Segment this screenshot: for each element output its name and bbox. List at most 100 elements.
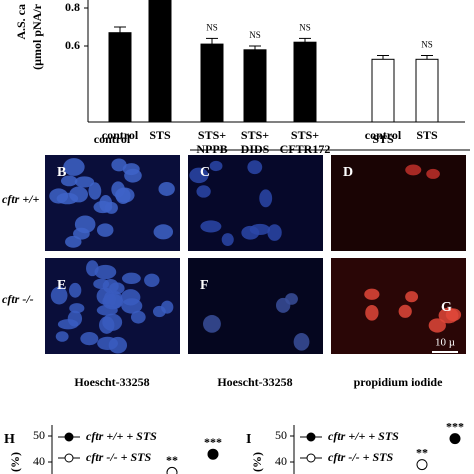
- nucleus: [285, 293, 298, 305]
- panel-letter: F: [200, 278, 209, 293]
- y-axis-label: A.S. ca: [14, 4, 28, 40]
- category-label: STS: [416, 128, 438, 142]
- nucleus: [196, 185, 211, 198]
- column-header: control: [94, 132, 131, 146]
- y-tick-label: 40: [275, 454, 287, 468]
- significance: NS: [249, 30, 261, 40]
- nucleus: [130, 310, 146, 324]
- data-point: [207, 448, 219, 460]
- y-axis-label: (%): [250, 452, 264, 472]
- data-point: [166, 466, 178, 474]
- caption: Hoescht-33258: [74, 375, 149, 389]
- y-tick-label: 50: [275, 428, 287, 442]
- nucleus: [152, 305, 166, 318]
- nucleus: [293, 333, 310, 351]
- category-label: STS+ CFTR172: [279, 128, 331, 156]
- significance: **: [416, 445, 428, 459]
- nucleus: [94, 264, 117, 280]
- nucleus: [108, 336, 128, 354]
- significance: ***: [446, 419, 464, 433]
- nucleus: [60, 175, 78, 187]
- row-label: cftr +/+: [2, 192, 39, 206]
- panel-letter: G: [441, 300, 452, 315]
- nucleus: [405, 291, 419, 303]
- nucleus: [93, 278, 110, 289]
- caption: Hoescht-33258: [217, 375, 292, 389]
- nucleus: [111, 158, 127, 172]
- significance: ***: [204, 435, 222, 449]
- scale-label: 10 µ: [435, 337, 455, 349]
- nucleus: [63, 158, 85, 176]
- category-label: STS+ DIDS: [240, 128, 270, 156]
- category-label: STS: [149, 128, 171, 142]
- panel-letter: E: [57, 278, 66, 293]
- panel-letter: I: [246, 432, 251, 447]
- panel-letter: H: [4, 432, 15, 447]
- nucleus: [203, 315, 221, 333]
- caption: propidium iodide: [354, 375, 443, 389]
- nucleus: [74, 215, 96, 234]
- significance: NS: [206, 22, 218, 32]
- significance: **: [166, 453, 178, 467]
- legend-marker: [64, 453, 74, 463]
- nucleus: [55, 331, 69, 342]
- panel-letter: D: [343, 165, 353, 180]
- panel-letter: C: [200, 165, 210, 180]
- panel-letter: B: [57, 165, 66, 180]
- nucleus: [74, 176, 95, 188]
- bar: [415, 58, 439, 123]
- legend-marker: [306, 432, 316, 442]
- nucleus: [426, 168, 440, 179]
- nucleus: [259, 189, 273, 208]
- nucleus: [189, 167, 209, 184]
- column-header: STS: [372, 132, 394, 146]
- y-tick-label: 0.8: [65, 0, 80, 14]
- legend-marker: [64, 432, 74, 442]
- bar: [200, 43, 224, 123]
- nucleus: [124, 168, 142, 183]
- y-tick-label: 40: [33, 454, 45, 468]
- nucleus: [69, 186, 89, 203]
- nucleus: [445, 308, 462, 322]
- data-point: [416, 459, 428, 471]
- nucleus: [209, 160, 223, 172]
- nucleus: [200, 220, 222, 233]
- nucleus: [267, 224, 282, 241]
- nucleus: [96, 223, 114, 237]
- nucleus: [158, 182, 175, 196]
- legend-label: cftr +/+ + STS: [86, 429, 157, 443]
- nucleus: [114, 187, 135, 203]
- bar: [293, 41, 317, 123]
- bar: [371, 58, 395, 123]
- nucleus: [120, 289, 141, 306]
- data-point: [449, 433, 461, 445]
- nucleus: [247, 160, 263, 175]
- nucleus: [86, 260, 99, 277]
- significance: NS: [299, 22, 311, 32]
- legend-label: cftr -/- + STS: [328, 450, 393, 464]
- nucleus: [221, 233, 234, 246]
- bar: [148, 0, 172, 123]
- nucleus: [88, 182, 102, 200]
- y-axis-label: (%): [8, 452, 22, 472]
- category-label: control: [364, 128, 402, 142]
- nucleus: [69, 303, 85, 314]
- row-label: cftr -/-: [2, 292, 34, 306]
- nucleus: [102, 313, 123, 331]
- nucleus: [49, 188, 69, 204]
- significance: NS: [421, 40, 433, 50]
- legend-marker: [306, 453, 316, 463]
- nucleus: [50, 286, 68, 305]
- nucleus: [57, 319, 79, 330]
- legend-label: cftr +/+ + STS: [328, 429, 399, 443]
- nucleus: [364, 288, 380, 300]
- nucleus: [69, 282, 82, 298]
- nucleus: [122, 272, 141, 285]
- nucleus: [109, 282, 125, 295]
- nucleus: [365, 304, 379, 321]
- bar: [108, 32, 132, 123]
- nucleus: [93, 200, 113, 214]
- nucleus: [249, 223, 271, 236]
